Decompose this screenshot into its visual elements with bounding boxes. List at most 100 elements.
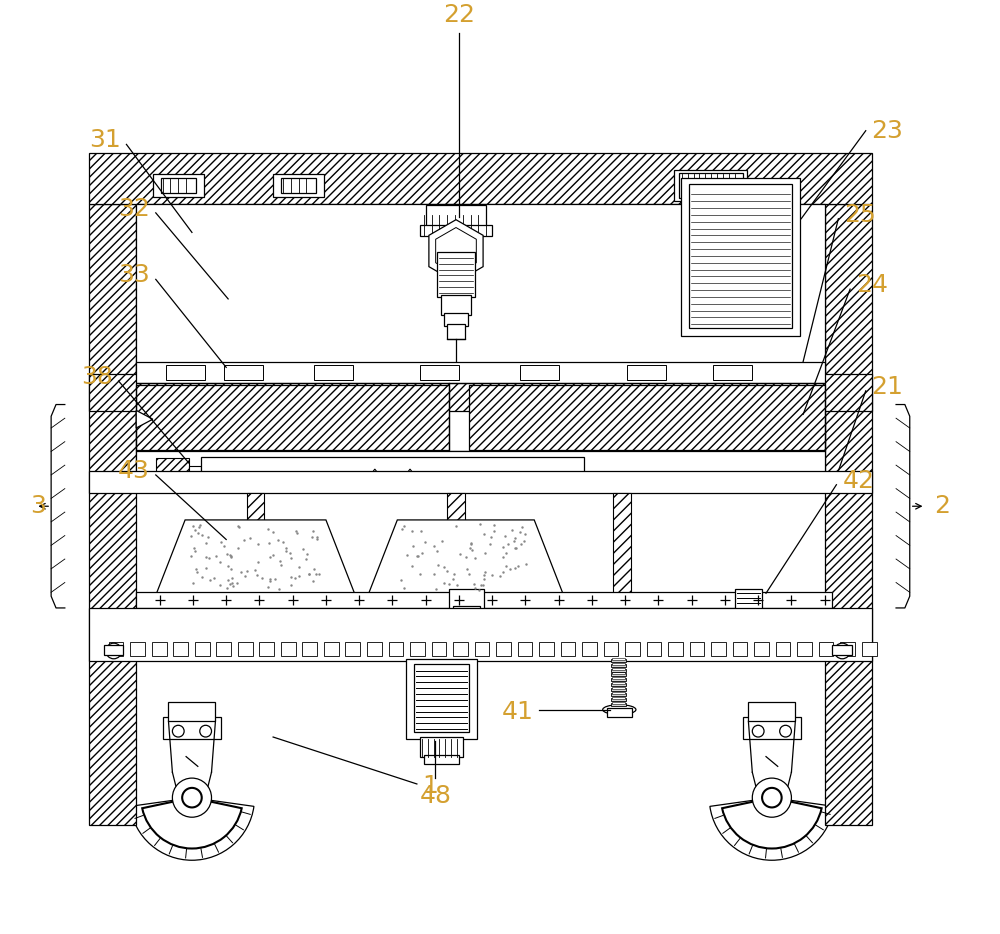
Bar [611,678,626,681]
Bar [647,643,661,656]
Bar [437,252,475,297]
Bar [612,687,625,689]
Bar [612,692,625,694]
Bar [259,643,274,656]
Circle shape [172,726,184,737]
Bar [832,645,852,655]
Bar [201,458,584,481]
Polygon shape [368,520,564,595]
Bar [711,643,726,656]
Bar [776,643,790,656]
Bar [136,361,825,383]
Bar [281,177,316,193]
Text: 42: 42 [842,469,874,493]
Bar [224,365,263,380]
Bar [496,643,511,656]
Wedge shape [710,798,834,860]
Bar [136,592,832,608]
Wedge shape [142,798,242,848]
Bar [441,295,471,315]
Bar [611,658,626,661]
Text: 31: 31 [89,129,121,152]
Bar [612,658,625,659]
Text: 1: 1 [423,774,439,798]
Bar [612,663,625,665]
Bar [136,451,825,487]
Text: 3: 3 [31,494,46,518]
Bar [195,643,210,656]
Bar [161,177,196,193]
Bar [611,702,626,706]
Polygon shape [366,469,384,481]
Bar [156,459,189,482]
Circle shape [200,726,212,737]
Text: 25: 25 [844,203,876,227]
Bar [410,643,425,656]
Bar [406,658,477,739]
Bar [420,224,492,236]
Bar [681,177,800,336]
Bar [447,324,465,339]
Bar [819,643,833,656]
Bar [668,643,683,656]
Bar [453,606,480,614]
Bar [627,365,666,380]
Bar [324,643,339,656]
Bar [611,669,626,672]
Bar [690,643,704,656]
Wedge shape [130,798,254,860]
Bar [607,708,632,717]
Bar [109,643,123,656]
Polygon shape [401,469,419,481]
Bar [735,589,762,611]
Bar [189,466,201,484]
Polygon shape [436,228,476,275]
Bar [104,645,123,655]
Bar [689,185,792,328]
Circle shape [172,778,212,817]
Bar [612,701,625,704]
Text: 21: 21 [872,375,903,399]
Bar [713,365,752,380]
Text: 43: 43 [118,459,150,483]
Circle shape [762,788,782,807]
Bar [163,717,221,739]
Bar [539,643,554,656]
Bar [238,643,253,656]
Bar [216,643,231,656]
Polygon shape [156,520,355,595]
Bar [612,697,625,699]
Bar [166,365,205,380]
Text: 24: 24 [856,274,888,297]
Bar [424,755,459,764]
Circle shape [752,726,764,737]
Bar [426,205,486,227]
Bar [130,643,145,656]
Bar [679,173,743,198]
Bar [797,643,812,656]
Bar [136,383,825,451]
Bar [582,643,597,656]
Bar [420,737,463,757]
Bar [136,385,449,449]
Bar [754,643,769,656]
Bar [475,643,489,656]
Bar [604,643,618,656]
Bar [136,204,825,375]
Bar [89,608,872,660]
Circle shape [106,644,122,658]
Bar [89,204,136,825]
Bar [612,677,625,679]
Bar [611,673,626,676]
Text: 32: 32 [118,197,150,221]
Bar [743,717,801,739]
Bar [447,492,465,595]
Bar [611,698,626,700]
Bar [89,153,872,204]
Bar [414,664,469,732]
Text: 38: 38 [81,365,113,389]
Bar [469,385,825,449]
Bar [862,643,877,656]
Bar [611,688,626,691]
Bar [611,684,626,686]
